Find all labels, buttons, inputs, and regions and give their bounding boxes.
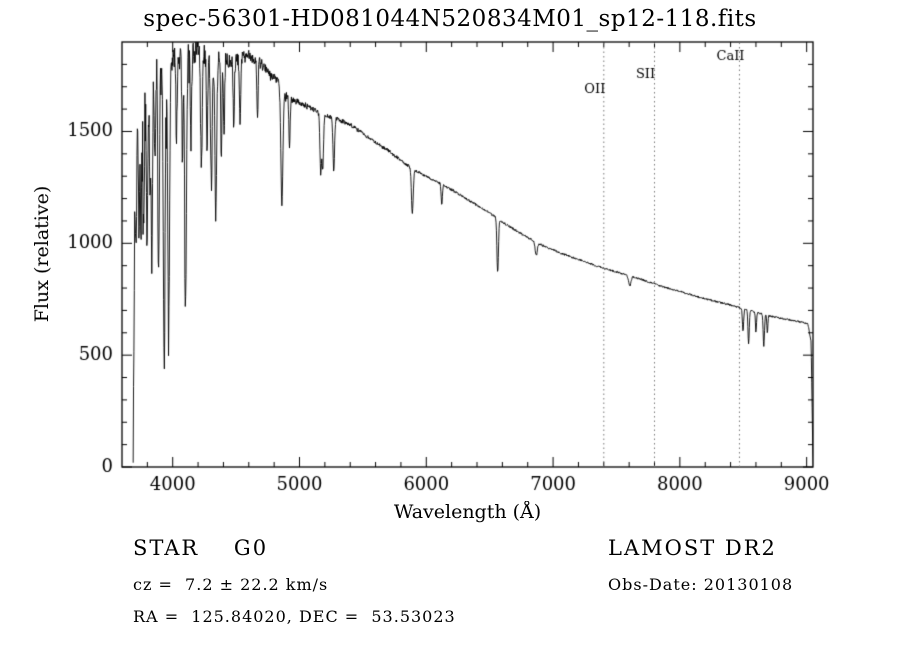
y-axis-label: Flux (relative) (31, 185, 53, 323)
x-axis-label: Wavelength (Å) (393, 501, 542, 523)
radial-velocity-text: cz = 7.2 ± 22.2 km/s (133, 575, 329, 594)
plot-title: spec-56301-HD081044N520834M01_sp12-118.f… (143, 6, 757, 32)
survey-text: LAMOST DR2 (608, 536, 777, 560)
obs-date-text: Obs-Date: 20130108 (608, 575, 794, 594)
coordinates-text: RA = 125.84020, DEC = 53.53023 (133, 607, 456, 626)
classification-text: STAR G0 (133, 536, 269, 560)
